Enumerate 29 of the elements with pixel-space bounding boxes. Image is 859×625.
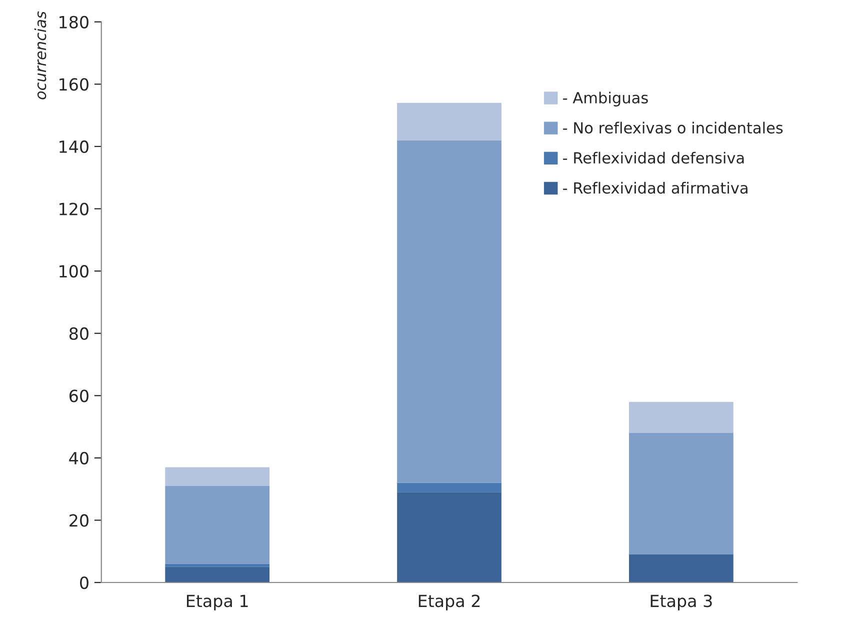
legend-label: - Reflexividad defensiva <box>563 152 744 164</box>
bar <box>629 554 734 582</box>
y-tick-label: 140 <box>60 140 88 154</box>
legend-label: - Reflexividad afirmativa <box>563 182 748 194</box>
bar <box>397 140 502 483</box>
bar <box>165 486 270 564</box>
bar <box>165 467 270 486</box>
bar <box>165 564 270 567</box>
y-tick-label: 20 <box>70 514 88 527</box>
y-tick-label: 40 <box>69 452 88 464</box>
x-tick-label: Etapa 3 <box>650 594 712 610</box>
y-tick-label: 80 <box>69 327 88 340</box>
bar <box>165 566 270 582</box>
legend-label: - Ambiguas <box>563 92 648 106</box>
y-tick-label: 120 <box>60 202 88 216</box>
x-tick-label: Etapa 1 <box>186 594 248 610</box>
y-tick-label: 60 <box>70 390 88 402</box>
x-tick-label: Etapa 2 <box>418 594 480 610</box>
legend-label: - No reflexivas o incidentales <box>563 122 783 134</box>
bar <box>629 402 734 433</box>
bar <box>397 482 502 492</box>
y-tick-label: 160 <box>60 78 88 91</box>
bar <box>629 433 734 554</box>
bar <box>397 492 502 582</box>
bar <box>397 102 502 140</box>
y-tick-label: 100 <box>60 265 88 278</box>
y-axis-title: ocurrencias <box>34 11 46 100</box>
y-tick-label: 0 <box>80 576 88 590</box>
y-tick-label: 180 <box>60 16 88 28</box>
